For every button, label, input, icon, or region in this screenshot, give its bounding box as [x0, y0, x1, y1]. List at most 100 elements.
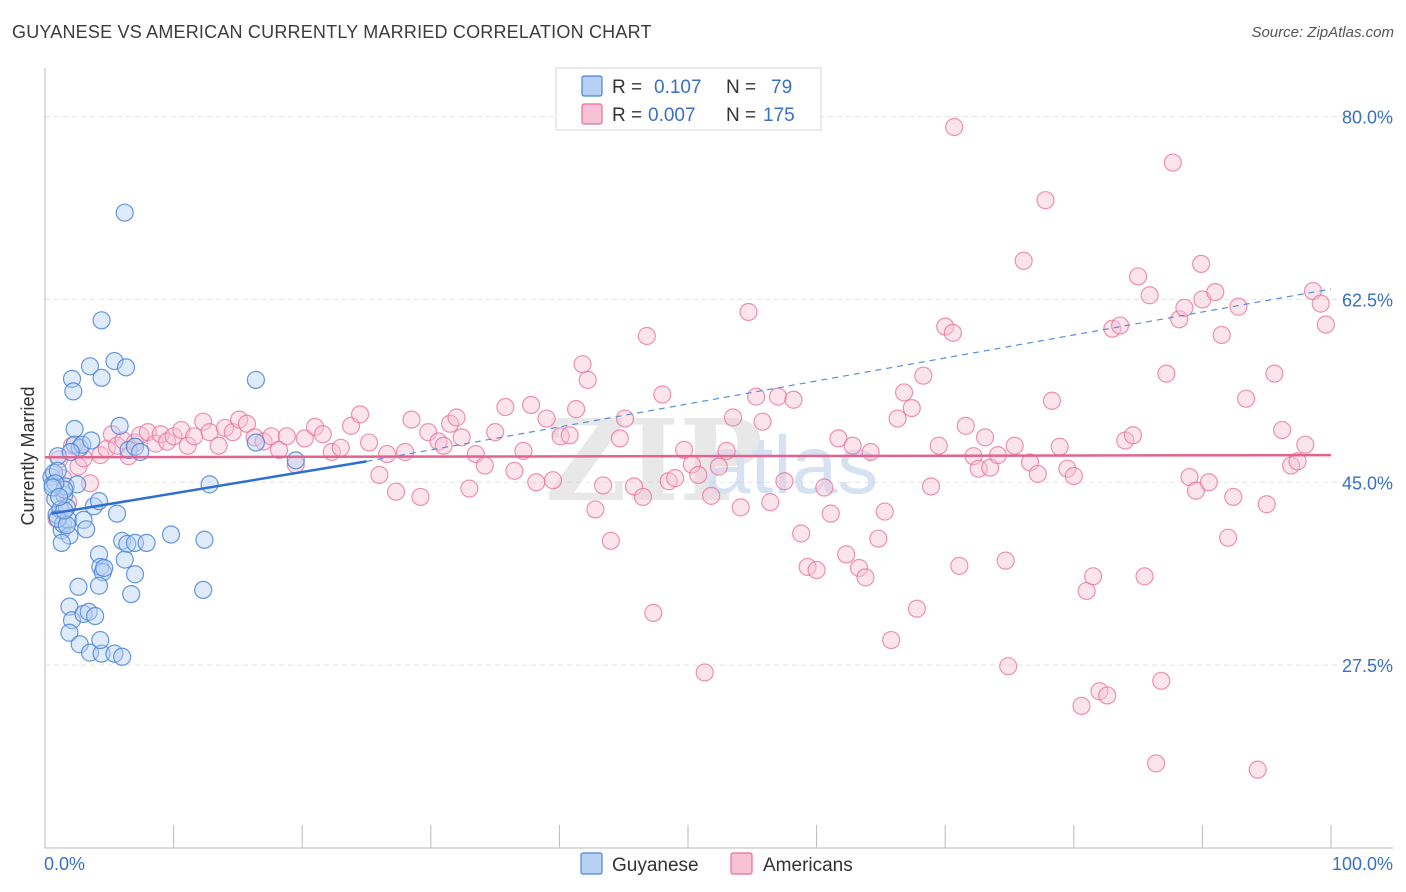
- americans-point: [956, 416, 975, 435]
- guyanese-points: [42, 203, 305, 666]
- guyanese-point: [60, 526, 79, 545]
- x-tick-label: 0.0%: [44, 854, 85, 874]
- guyanese-point: [110, 416, 129, 435]
- gridlines: [45, 116, 1393, 666]
- americans-point: [1140, 286, 1159, 305]
- guyanese-point: [60, 597, 79, 616]
- guyanese-point: [89, 576, 109, 595]
- americans-point: [1248, 760, 1267, 779]
- americans-point: [370, 465, 389, 485]
- americans-point: [902, 398, 921, 418]
- americans-point: [615, 409, 635, 428]
- legend-r-value: 0.107: [654, 77, 702, 98]
- guyanese-point: [107, 504, 127, 523]
- guyanese-trendline: [51, 460, 367, 515]
- americans-point: [505, 461, 524, 480]
- americans-trendline: [44, 453, 1332, 459]
- guyanese-point: [52, 533, 71, 552]
- y-tick-label: 45.0%: [1342, 473, 1393, 493]
- source-label: Source: ZipAtlas.com: [1251, 24, 1394, 41]
- guyanese-point: [80, 357, 100, 376]
- guyanese-point: [60, 623, 79, 642]
- americans-point: [1157, 364, 1176, 383]
- americans-point: [775, 472, 794, 491]
- y-tick-label: 27.5%: [1342, 656, 1393, 676]
- americans-point: [522, 395, 541, 415]
- americans-point: [1229, 297, 1248, 316]
- legend-swatch-guyanese: [581, 75, 603, 97]
- guyanese-point: [92, 368, 111, 387]
- x-tick-label: 100.0%: [1332, 854, 1393, 874]
- americans-point: [395, 442, 415, 462]
- americans-point: [761, 493, 780, 512]
- americans-point: [1257, 495, 1276, 514]
- americans-point: [907, 599, 927, 618]
- guyanese-point: [116, 358, 136, 377]
- americans-point: [460, 479, 479, 498]
- americans-point: [943, 323, 963, 342]
- americans-point: [262, 427, 281, 446]
- americans-point: [1186, 481, 1206, 500]
- guyanese-point: [194, 580, 213, 600]
- guyanese-trendline-extension: [366, 288, 1332, 462]
- americans-point: [447, 408, 466, 427]
- guyanese-point: [92, 644, 111, 663]
- americans-point: [1265, 364, 1284, 383]
- americans-point: [295, 429, 314, 448]
- americans-point: [637, 326, 656, 346]
- legend-bottom-swatch-americans: [730, 852, 753, 875]
- americans-point: [723, 408, 743, 427]
- americans-point: [601, 531, 620, 550]
- guyanese-point: [113, 647, 132, 666]
- americans-point: [80, 474, 100, 493]
- americans-point: [496, 397, 515, 417]
- americans-point: [849, 558, 869, 578]
- americans-point: [146, 434, 165, 453]
- americans-point: [753, 412, 772, 431]
- americans-point: [945, 117, 964, 137]
- americans-point: [1219, 528, 1238, 547]
- trendlines: [44, 288, 1332, 515]
- americans-point: [1028, 464, 1047, 484]
- americans-point: [1036, 191, 1055, 210]
- legend-bottom-label: Guyanese: [612, 855, 699, 876]
- americans-point: [675, 440, 694, 459]
- americans-point: [829, 429, 848, 448]
- guyanese-point: [286, 451, 305, 470]
- americans-point: [644, 603, 663, 622]
- americans-point: [1064, 466, 1083, 486]
- americans-point: [1042, 391, 1062, 410]
- guyanese-point: [195, 530, 214, 549]
- americans-point: [975, 428, 995, 447]
- americans-point: [784, 390, 803, 409]
- americans-point: [377, 444, 397, 464]
- americans-point: [875, 502, 894, 521]
- americans-point: [1135, 567, 1154, 586]
- y-tick-labels: 27.5% 45.0% 62.5% 80.0%: [1342, 108, 1393, 677]
- chart-title: GUYANESE VS AMERICAN CURRENTLY MARRIED C…: [12, 22, 652, 42]
- americans-point: [1163, 153, 1182, 172]
- americans-point: [999, 657, 1018, 676]
- americans-point: [768, 387, 788, 406]
- americans-point: [689, 465, 708, 485]
- americans-point: [1147, 754, 1166, 773]
- americans-point: [586, 500, 605, 519]
- americans-point: [1058, 459, 1077, 478]
- guyanese-point: [200, 475, 219, 494]
- americans-point: [950, 556, 969, 575]
- americans-point: [610, 429, 629, 448]
- legend-n-value: 79: [771, 77, 792, 98]
- y-tick-label: 80.0%: [1342, 108, 1393, 128]
- americans-point: [486, 423, 505, 442]
- americans-point: [856, 568, 875, 587]
- americans-point: [1288, 452, 1307, 471]
- guyanese-point: [246, 370, 266, 389]
- americans-point: [929, 436, 948, 455]
- guyanese-point: [118, 534, 137, 554]
- americans-point: [921, 477, 941, 496]
- americans-point: [1083, 567, 1103, 586]
- legend-n-label: N =: [726, 77, 756, 98]
- americans-point: [594, 476, 613, 495]
- americans-point: [402, 410, 421, 429]
- legend-top: R = 0.107 N = 79 R = 0.007 N = 175: [555, 67, 822, 131]
